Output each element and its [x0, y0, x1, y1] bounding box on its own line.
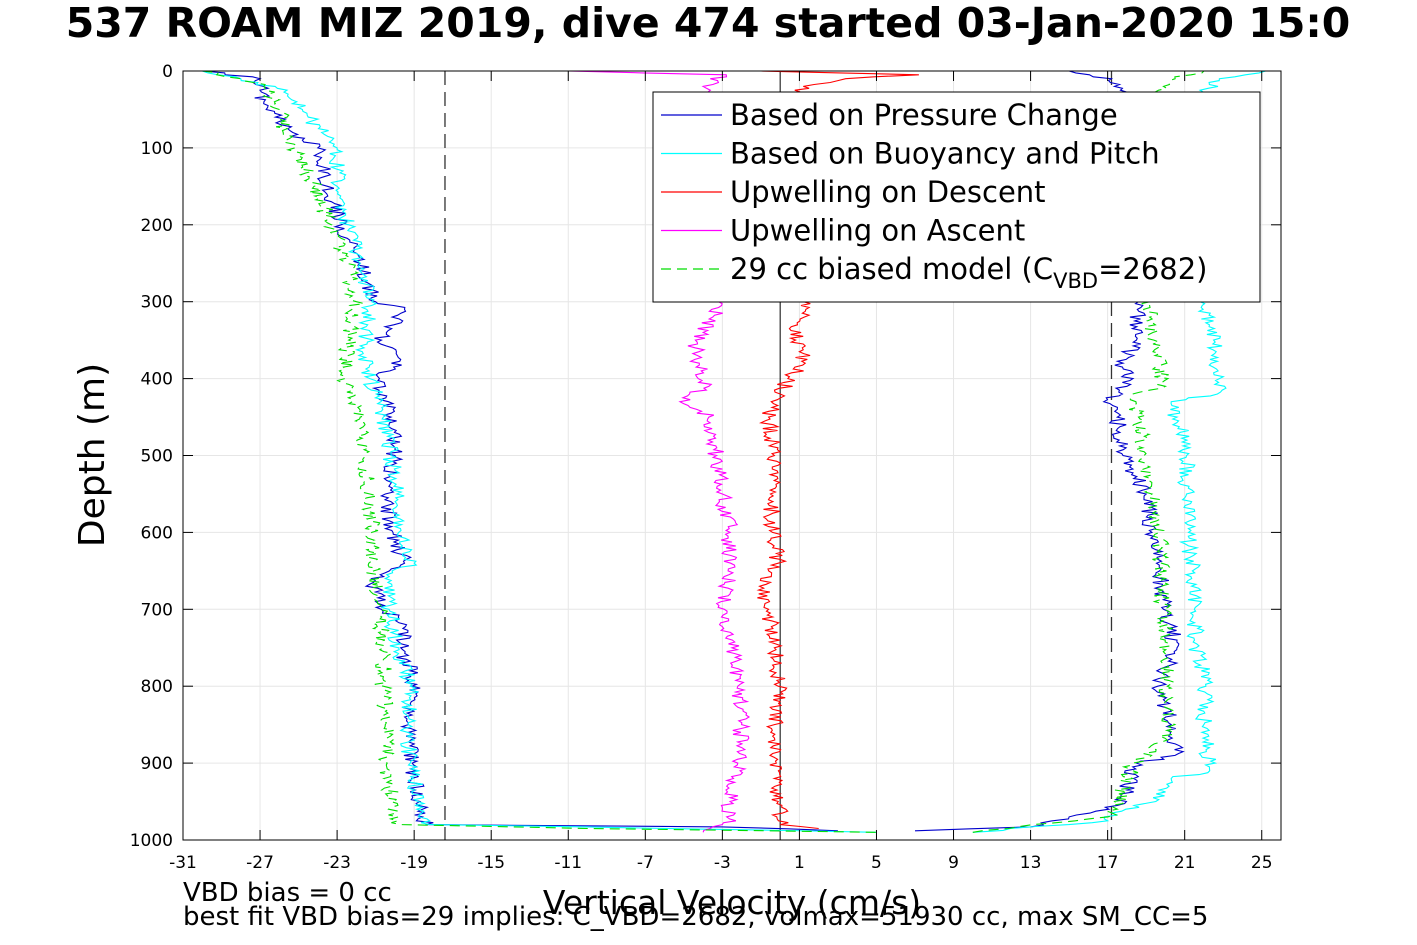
- y-tick-label: 0: [162, 62, 173, 82]
- x-tick-label: 17: [1097, 853, 1119, 873]
- x-tick-label: -11: [554, 853, 582, 873]
- x-tick-label: 9: [948, 853, 959, 873]
- legend-entry: Based on Pressure Change: [730, 98, 1118, 132]
- x-tick-label: 21: [1174, 853, 1196, 873]
- best-fit-note: best fit VBD bias=29 implies: C_VBD=2682…: [183, 902, 1209, 932]
- y-tick-label: 1000: [130, 831, 173, 851]
- y-tick-label: 100: [141, 139, 173, 159]
- y-tick-label: 500: [141, 447, 173, 467]
- x-axis-label: Vertical Velocity (cm/s): [543, 883, 921, 922]
- x-tick-label: -3: [714, 853, 731, 873]
- y-tick-label: 200: [141, 216, 173, 236]
- y-tick-label: 400: [141, 370, 173, 390]
- y-tick-label: 300: [141, 293, 173, 313]
- legend-entry: Based on Buoyancy and Pitch: [730, 137, 1160, 171]
- x-tick-label: -27: [246, 853, 274, 873]
- x-tick-label: -19: [400, 853, 428, 873]
- x-tick-label: 5: [871, 853, 882, 873]
- y-tick-label: 700: [141, 600, 173, 620]
- series-line-based-on-pressure-change-descent: [202, 70, 838, 832]
- series-line-based-on-buoyancy-and-pitch-descent: [202, 70, 877, 833]
- x-tick-label: -31: [169, 853, 197, 873]
- x-tick-label: -7: [637, 853, 654, 873]
- y-axis-label: Depth (m): [72, 363, 113, 547]
- x-tick-label: 1: [794, 853, 805, 873]
- x-tick-label: 13: [1020, 853, 1042, 873]
- legend-entry: Upwelling on Descent: [730, 175, 1046, 209]
- x-tick-label: -23: [323, 853, 351, 873]
- legend-box: [652, 91, 1261, 303]
- x-tick-label: 25: [1251, 853, 1273, 873]
- chart-title: 537 ROAM MIZ 2019, dive 474 started 03-J…: [65, 0, 1351, 47]
- axis-ticks: -31 -27 -23 -19 -15 -11 -7 -3 1 5 9 13 17 21 250100200…: [130, 62, 1281, 873]
- legend: Based on Pressure Change Based on Buoyanc…: [652, 91, 1261, 303]
- legend-entry: Upwelling on Ascent: [730, 214, 1025, 248]
- vbd-bias-note: VBD bias = 0 cc: [183, 878, 392, 908]
- y-tick-label: 800: [141, 677, 173, 697]
- series-line-29-cc-biased-model-cvbd-2682-descent: [202, 70, 877, 833]
- y-tick-label: 900: [141, 754, 173, 774]
- x-tick-label: -15: [477, 853, 505, 873]
- y-tick-label: 600: [141, 523, 173, 543]
